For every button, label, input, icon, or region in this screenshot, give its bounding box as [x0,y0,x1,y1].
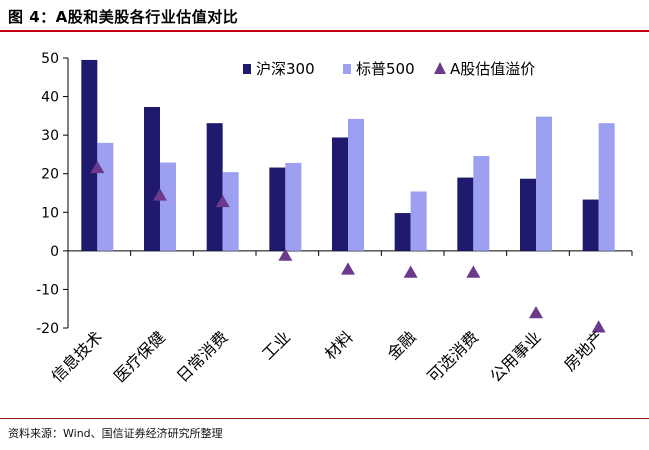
csi300-bar [144,106,160,251]
premium-marker [153,188,167,201]
y-tick-label: 30 [41,128,59,144]
premium-marker [278,248,293,261]
y-tick-label: 10 [41,205,59,221]
y-tick-label: 50 [41,51,59,67]
y-tick-label: 0 [50,244,59,260]
legend-sp500-label: 标普500 [356,60,415,78]
csi300-bar [81,59,98,251]
sp500-bar [410,191,427,251]
chart-legend: 沪深300 标普500 A股估值溢价 [243,60,535,78]
x-category-label: 公用事业 [486,327,545,386]
x-category-label: 可选消费 [423,327,482,386]
sp500-bar [222,172,239,251]
legend-premium-label: A股估值溢价 [450,60,535,78]
csi300-bar [269,167,286,251]
legend-csi300-label: 沪深300 [256,60,315,78]
csi300-bar [457,177,474,251]
chart-bars [81,59,615,251]
title-rule [0,30,649,32]
x-category-label: 材料 [321,327,357,363]
title-bar: 图 4：A股和美股各行业估值对比 [0,0,649,30]
sp500-bar [285,162,302,251]
y-tick-label: 40 [41,90,59,106]
premium-marker [341,262,355,275]
premium-marker [403,265,418,278]
csi300-bar [520,178,536,251]
legend-premium-swatch [434,62,446,74]
csi300-bar [332,137,348,251]
sp500-bar [348,118,364,251]
sp500-bar [536,116,552,251]
source-note: 资料来源：Wind、国信证券经济研究所整理 [8,427,223,440]
footer-rule [0,418,649,419]
x-axis-labels: 信息技术 医疗保健 日常消费 工业 材料 金融 可选消费 公用事业 房地产 [47,327,607,386]
premium-marker [529,305,543,319]
x-category-label: 金融 [383,327,419,363]
csi300-bar [582,199,599,251]
sp500-bar [598,123,615,251]
y-tick-label: -20 [36,321,59,337]
valuation-chart: -20 -10 0 10 20 30 40 50 信息技术 医疗保健 日常消费 工业 材料 金融 可选消费… [36,51,633,386]
csi300-bar [394,213,411,251]
x-category-label: 日常消费 [173,327,232,386]
legend-sp500-swatch [343,64,351,74]
premium-marker [215,194,230,208]
premium-marker [591,320,606,333]
x-category-label: 房地产 [560,327,607,374]
x-category-label: 医疗保健 [110,327,169,386]
sp500-bar [473,155,490,251]
y-tick-label: 20 [41,167,59,183]
figure-title: 图 4：A股和美股各行业估值对比 [8,8,239,26]
csi300-bar [206,123,223,251]
premium-marker [90,160,105,174]
legend-csi300-swatch [243,64,251,74]
chart-markers [90,160,606,333]
y-tick-label: -10 [36,282,59,298]
premium-marker [466,265,481,278]
sp500-bar [160,162,176,251]
sp500-bar [97,142,114,251]
x-category-label: 工业 [258,327,294,363]
